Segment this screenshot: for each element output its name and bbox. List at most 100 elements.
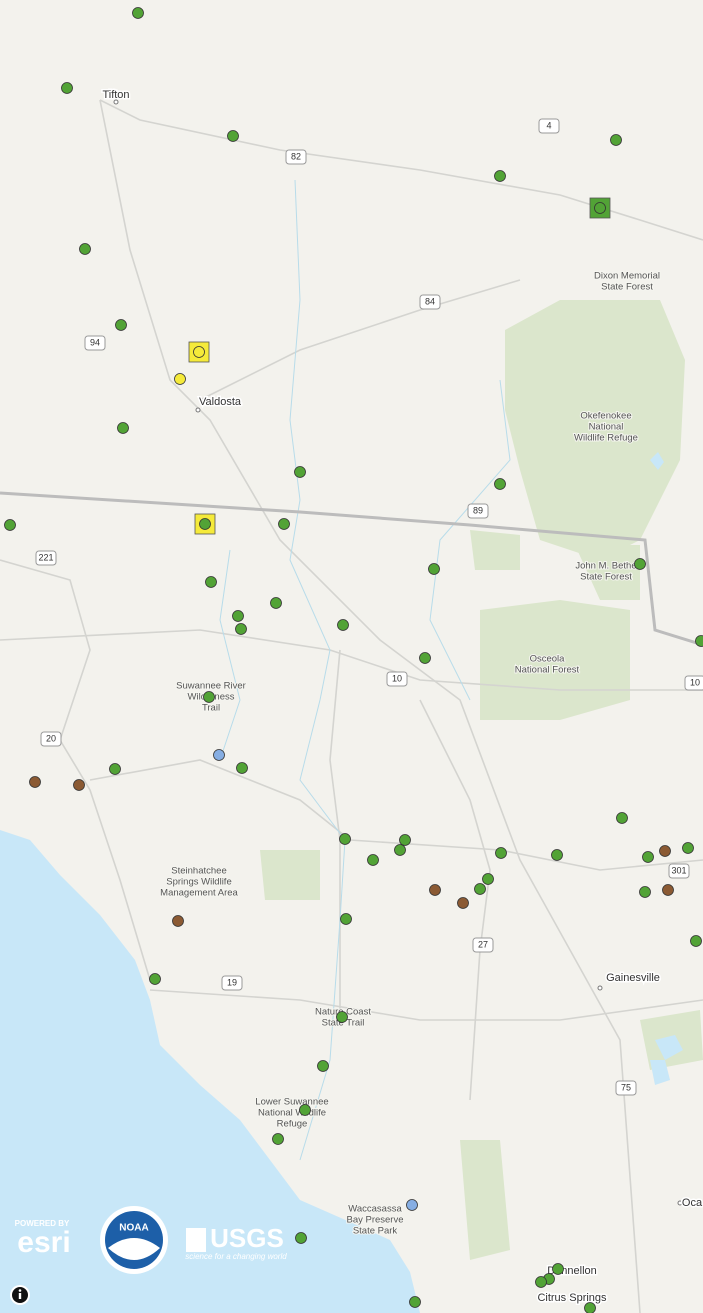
route-number: 10 [392,673,402,683]
gauge-marker[interactable] [457,897,469,909]
gauge-marker[interactable] [278,518,290,530]
gauge-marker[interactable] [149,973,161,985]
water [0,830,420,1313]
gauge-marker[interactable] [409,1296,421,1308]
gauge-marker[interactable] [551,849,563,861]
gauge-marker[interactable] [639,886,651,898]
place-label: Oca [682,1197,703,1209]
gauge-marker[interactable] [294,466,306,478]
gauge-marker[interactable] [199,518,211,530]
usgs-tagline: science for a changing world [185,1252,287,1261]
place-dot [569,1268,575,1274]
gauge-marker[interactable] [584,1302,596,1313]
gauge-marker[interactable] [132,7,144,19]
route-number: 94 [90,337,100,347]
park-label: Steinhatchee [171,866,226,877]
gauge-marker[interactable] [482,873,494,885]
park-label: Refuge [277,1119,308,1130]
gauge-marker[interactable] [235,623,247,635]
gauge-marker[interactable] [270,597,282,609]
gauge-marker[interactable] [109,763,121,775]
gauge-marker[interactable] [494,478,506,490]
gauge-marker[interactable] [494,170,506,182]
gauge-marker[interactable] [172,915,184,927]
info-button[interactable] [10,1285,30,1305]
route-shield [35,550,57,566]
gauge-marker[interactable] [367,854,379,866]
route-number: 27 [478,939,488,949]
gauge-marker[interactable] [115,319,127,331]
gauge-marker[interactable] [317,1060,329,1072]
park-label: State Forest [601,282,653,293]
gauge-marker[interactable] [299,1104,311,1116]
route-shield [285,149,307,165]
route-number: 75 [621,1082,631,1092]
gauge-marker[interactable] [79,243,91,255]
gauge-marker[interactable] [535,1276,547,1288]
gauge-marker[interactable] [419,652,431,664]
gauge-marker[interactable] [552,1263,564,1275]
gauge-marker[interactable] [272,1133,284,1145]
gauge-marker[interactable] [205,576,217,588]
gauge-marker[interactable] [227,130,239,142]
gauge-marker[interactable] [339,833,351,845]
gauge-marker[interactable] [474,883,486,895]
noaa-bird [108,1238,160,1260]
park-label: John M. Bethe [575,561,636,572]
gauge-marker[interactable] [336,1011,348,1023]
logos: POWERED BY esri NOAA USGS science for a … [15,1206,287,1274]
green-areas [260,300,703,1260]
route-number: 4 [546,120,551,130]
gauge-marker[interactable] [174,373,186,385]
gauge-marker[interactable] [193,346,205,358]
gauge-marker[interactable] [337,619,349,631]
gauge-marker[interactable] [73,779,85,791]
route-shield [84,335,106,351]
esri-powered: POWERED BY [15,1219,70,1228]
park-label: State Trail [322,1018,365,1029]
gauge-marker[interactable] [429,884,441,896]
route-shield [419,294,441,310]
gauge-marker[interactable] [117,422,129,434]
gauge-marker[interactable] [610,134,622,146]
gauge-marker[interactable] [394,844,406,856]
gauge-marker[interactable] [213,749,225,761]
gauge-marker[interactable] [659,845,671,857]
park-label: Dixon Memorial [594,271,660,282]
route-shield [386,671,408,687]
route-shield [615,1080,637,1096]
gauge-marker[interactable] [29,776,41,788]
gauge-marker[interactable] [634,558,646,570]
gauge-marker[interactable] [642,851,654,863]
gauge-marker[interactable] [203,691,215,703]
gauge-marker[interactable] [682,842,694,854]
gauge-marker[interactable] [399,834,411,846]
route-shield [221,975,243,991]
route-number: 10 [690,677,700,687]
place-dot [195,407,201,413]
route-shield [467,503,489,519]
route-number: 221 [38,552,53,562]
park-label: Osceola [530,654,566,665]
gauge-marker[interactable] [340,913,352,925]
gauge-marker[interactable] [662,884,674,896]
gauge-marker[interactable] [61,82,73,94]
gauge-marker[interactable] [594,202,606,214]
rivers [219,179,511,1161]
gauge-marker[interactable] [690,935,702,947]
route-shield [668,863,690,879]
park-label: Lower Suwannee [255,1097,328,1108]
park-label: Waccasassa [348,1204,402,1215]
gauge-marker[interactable] [428,563,440,575]
gauge-marker[interactable] [295,1232,307,1244]
gauge-marker[interactable] [695,635,703,647]
park-label: Okefenokee [580,411,631,422]
gauge-marker[interactable] [406,1199,418,1211]
gauge-marker[interactable] [4,519,16,531]
gauge-marker[interactable] [232,610,244,622]
gauge-marker[interactable] [616,812,628,824]
roads [0,99,703,1313]
gauge-marker[interactable] [236,762,248,774]
route-number: 19 [227,977,237,987]
gauge-marker[interactable] [495,847,507,859]
